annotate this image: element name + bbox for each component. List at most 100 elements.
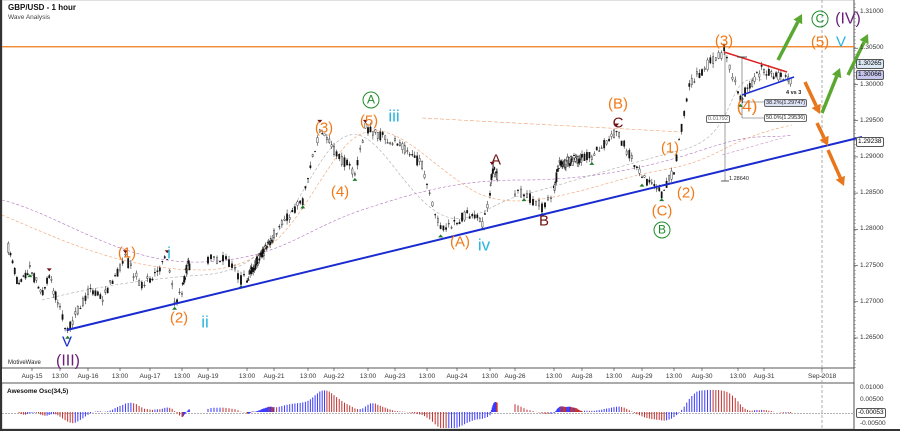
candle-body <box>219 261 221 263</box>
y-tick-label: 1.28000 <box>860 225 884 233</box>
candle-body <box>263 253 265 256</box>
wave-label: (A) <box>450 233 470 251</box>
candle-body <box>364 122 367 129</box>
candle-body <box>728 64 731 70</box>
candle-body <box>613 129 615 138</box>
wave-label: iv <box>477 235 491 255</box>
candle-body <box>309 165 312 168</box>
candle-body <box>151 278 154 281</box>
candle-body <box>140 282 143 289</box>
study-label[interactable]: MotiveWave <box>8 360 41 366</box>
x-tick-label: Aug-26 <box>504 373 526 380</box>
swing-high-marker <box>164 250 170 254</box>
candle-body <box>37 286 40 289</box>
candle-body <box>156 270 159 272</box>
candle-body <box>130 263 132 266</box>
chart-title: GBP/USD - 1 hour <box>8 3 77 12</box>
triangle-lower-line <box>741 76 795 96</box>
x-tick-label: 13:00 <box>481 373 499 380</box>
candle-body <box>35 277 38 281</box>
candle-body <box>406 150 409 152</box>
swing-low-marker <box>589 161 595 165</box>
candle-body <box>447 223 450 225</box>
candle-body <box>466 210 469 214</box>
candle-body <box>554 181 557 184</box>
wave-label: ii <box>201 312 209 332</box>
candle-body <box>213 256 215 258</box>
wave-label: (2) <box>676 184 696 202</box>
candle-body <box>428 192 431 194</box>
x-tick-label: Aug-28 <box>571 373 593 380</box>
candle-body <box>663 189 666 191</box>
candle-body <box>690 78 693 85</box>
y-tick-label: 1.31000 <box>860 8 884 15</box>
fib-range: 0.01792 <box>706 115 730 123</box>
candle-body <box>717 52 720 59</box>
candle-body <box>468 216 471 219</box>
candle-body <box>31 272 33 274</box>
candle-body <box>256 263 259 266</box>
candle-body <box>751 80 754 88</box>
moving-average-fast <box>41 78 763 301</box>
candle-body <box>573 155 575 157</box>
candle-body <box>104 289 107 293</box>
candle-body <box>367 127 369 134</box>
candle-body <box>431 201 434 207</box>
candle-body <box>744 87 746 97</box>
y-tick-label: 1.26500 <box>860 333 884 341</box>
osc-tick-label: 0.00500 <box>860 396 884 403</box>
y-tick-label: 1.27000 <box>860 297 884 305</box>
fib-low: 1.28640 <box>729 176 749 182</box>
candle-body <box>234 266 236 270</box>
x-tick-label: Aug-15 <box>21 373 43 380</box>
candle-body <box>173 301 176 303</box>
candle-body <box>286 213 288 221</box>
candle-body <box>670 170 673 180</box>
candle-body <box>703 67 706 70</box>
candle-body <box>299 200 302 204</box>
candle-body <box>610 133 613 137</box>
channel-line <box>421 117 683 133</box>
ask-price-tag: 1.30265 <box>856 59 884 69</box>
swing-high-marker <box>317 119 323 123</box>
candle-body <box>638 168 641 174</box>
candle-body <box>564 159 567 168</box>
candle-body <box>514 193 516 197</box>
x-tick-label: Aug-22 <box>323 373 345 380</box>
support-trendline <box>66 136 863 331</box>
candle-body <box>633 165 636 168</box>
candle-body <box>583 153 586 161</box>
candle-body <box>28 265 31 268</box>
candle-body <box>535 201 537 206</box>
candle-body <box>421 161 423 169</box>
candle-body <box>673 172 675 175</box>
candle-body <box>101 299 104 302</box>
candle-body <box>326 137 328 140</box>
x-tick-label: 13:00 <box>418 373 436 380</box>
candle-body <box>41 290 44 296</box>
candle-body <box>166 259 169 261</box>
candle-body <box>13 267 16 275</box>
candle-body <box>401 143 404 150</box>
wave-label: (III) <box>56 352 80 370</box>
wave-label: (5) <box>810 33 830 51</box>
candle-body <box>64 328 66 330</box>
candle-body <box>171 283 174 286</box>
candle-body <box>547 197 549 201</box>
candle-body <box>557 168 560 170</box>
candle-body <box>266 245 268 248</box>
candle-body <box>650 182 653 184</box>
candle-body <box>314 151 316 153</box>
candle-body <box>394 138 396 141</box>
wave-label: (4) <box>330 183 350 201</box>
candle-body <box>605 140 608 145</box>
osc-tick-label: 0.01000 <box>860 384 884 391</box>
candle-body <box>124 253 127 256</box>
candle-body <box>418 158 421 162</box>
x-tick-label: 13:00 <box>111 373 129 380</box>
candle-body <box>630 155 633 159</box>
candle-body <box>26 273 29 276</box>
candle-body <box>178 291 181 293</box>
candle-body <box>87 288 89 295</box>
